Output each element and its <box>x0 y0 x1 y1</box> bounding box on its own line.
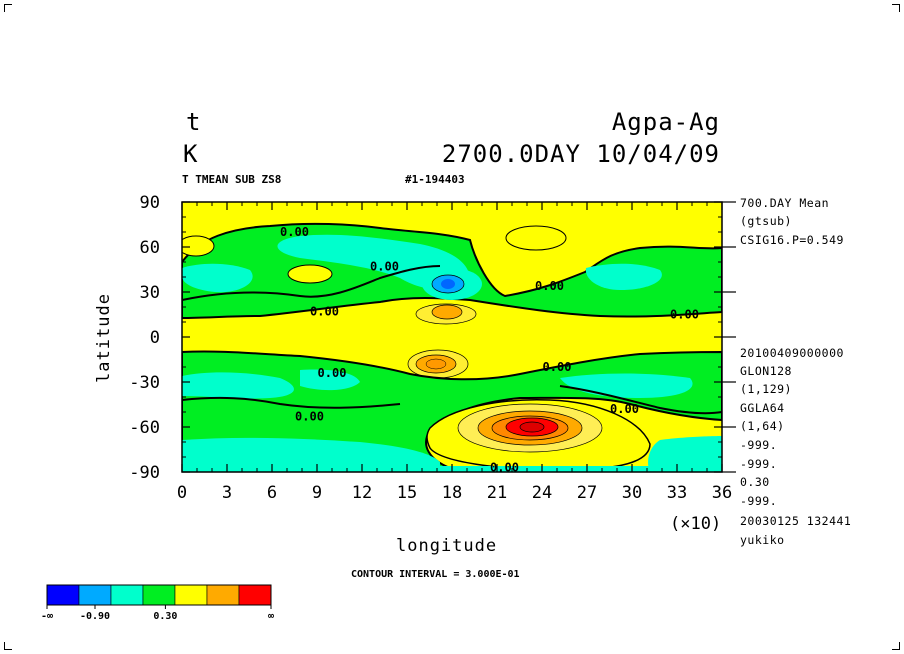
colorbar-swatch <box>238 584 272 606</box>
contour-label: 0.00 <box>490 461 519 475</box>
y-tick-label: 90 <box>140 193 160 213</box>
variable-name: t <box>186 108 202 136</box>
colorbar-label: -0.90 <box>80 611 110 622</box>
corner-mark-top-right <box>892 4 900 12</box>
x-tick-label: 3 <box>222 483 232 503</box>
colorbar-swatch <box>206 584 240 606</box>
contour-label: 0.00 <box>543 360 572 374</box>
side-info-top-1: (gtsub) <box>740 214 792 228</box>
run-name: Agpa-Ag <box>611 108 720 136</box>
colorbar-swatch <box>110 584 144 606</box>
colorbar-swatch <box>174 584 208 606</box>
x-tick-label: 15 <box>397 483 417 503</box>
side-info-bottom-5: -999. <box>740 438 778 452</box>
side-info-bottom-0: 20100409000000 <box>740 346 844 360</box>
field-min-blue-core <box>441 279 455 289</box>
x-tick-label: 12 <box>352 483 372 503</box>
field-region-north-cyan <box>277 234 470 290</box>
x-tick-label: 0 <box>177 483 187 503</box>
x-tick-label: 24 <box>532 483 552 503</box>
field-region-south-cyan-2 <box>300 369 360 391</box>
side-info-bottom-8: -999. <box>740 494 778 508</box>
side-info-bottom-3: GGLA64 <box>740 401 785 415</box>
y-axis-label: latitude <box>93 293 114 383</box>
side-info-bottom-6: -999. <box>740 457 778 471</box>
contour-line-south-1 <box>182 396 401 409</box>
side-info-bottom-9: 20030125 132441 <box>740 514 852 528</box>
field-max-north-eq <box>431 304 463 320</box>
contour-line-north-1 <box>182 265 441 301</box>
field-layer <box>182 202 722 472</box>
colorbar-swatch <box>78 584 112 606</box>
y-tick-label: 60 <box>140 238 160 258</box>
y-tick-label: 0 <box>150 328 160 348</box>
run-id: #1-194403 <box>405 173 465 186</box>
field-island-yellow-2 <box>182 235 215 257</box>
x-tick-label: 18 <box>442 483 462 503</box>
colorbar-swatch <box>46 584 80 606</box>
contour-label: 0.00 <box>670 308 699 322</box>
colorbar-frame <box>46 584 272 606</box>
time-stamp: 2700.0DAY 10/04/09 <box>441 140 720 168</box>
x-tick-label: 33 <box>667 483 687 503</box>
y-tick-label: -90 <box>129 463 160 483</box>
side-info-top-2: CSIG16.P=0.549 <box>740 233 844 247</box>
colorbar-label: 0.30 <box>153 611 177 622</box>
colorbar: -∞ -0.90 0.30 ∞ <box>41 584 274 622</box>
side-info-bottom-10: yukiko <box>740 533 785 547</box>
side-info-bottom-4: (1,64) <box>740 419 785 433</box>
y-tick-label: -60 <box>129 418 160 438</box>
field-region-south-cyan-1 <box>182 372 294 399</box>
side-info-bottom-1: GLON128 <box>740 364 792 378</box>
field-region-north-cyan-3 <box>585 263 662 290</box>
variable-units: K <box>183 140 199 168</box>
y-tick-label: 30 <box>140 283 160 303</box>
contour-line-south-2 <box>559 385 722 415</box>
contour-label: 0.00 <box>295 410 324 424</box>
plot-title-line: T TMEAN SUB ZS8 <box>182 173 282 186</box>
x-tick-label: 6 <box>267 483 277 503</box>
field-region-north-cyan-2 <box>182 263 253 293</box>
field-island-yellow-1 <box>287 264 333 284</box>
contour-label: 0.00 <box>370 260 399 274</box>
colorbar-swatch <box>142 584 176 606</box>
field-max-south-eq-core <box>425 358 447 370</box>
field-max-south-red-core <box>519 421 545 433</box>
colorbar-label: ∞ <box>268 611 274 622</box>
x-tick-label: 9 <box>312 483 322 503</box>
y-tick-label: -30 <box>129 373 160 393</box>
x-tick-label: 27 <box>577 483 597 503</box>
colorbar-label: -∞ <box>41 611 53 622</box>
side-info-top-0: 700.DAY Mean <box>740 196 830 210</box>
corner-mark-bottom-right <box>892 642 900 650</box>
contour-labels: 0.00 0.00 0.00 0.00 0.00 0.00 0.00 0.00 0.00 0.00 <box>280 225 699 475</box>
field-region-south-cyan-5 <box>648 436 722 472</box>
corner-mark-bottom-left <box>4 642 12 650</box>
contour-label: 0.00 <box>280 225 309 239</box>
x-tick-label: 30 <box>622 483 642 503</box>
contour-label: 0.00 <box>318 366 347 380</box>
field-region-south-cyan-3 <box>182 437 440 472</box>
x-tick-label: 21 <box>487 483 507 503</box>
contour-interval-text: CONTOUR INTERVAL = 3.000E-01 <box>351 569 520 580</box>
corner-mark-top-left <box>4 4 12 12</box>
side-info-bottom-7: 0.30 <box>740 475 770 489</box>
x-multiplier-label: (×10) <box>670 514 722 534</box>
side-info-bottom-2: (1,129) <box>740 382 792 396</box>
contour-label: 0.00 <box>535 279 564 293</box>
contour-label: 0.00 <box>610 402 639 416</box>
x-tick-label: 36 <box>712 483 732 503</box>
field-island-yellow-3 <box>505 225 567 251</box>
contour-label: 0.00 <box>310 305 339 319</box>
x-axis-label: longitude <box>396 536 498 556</box>
